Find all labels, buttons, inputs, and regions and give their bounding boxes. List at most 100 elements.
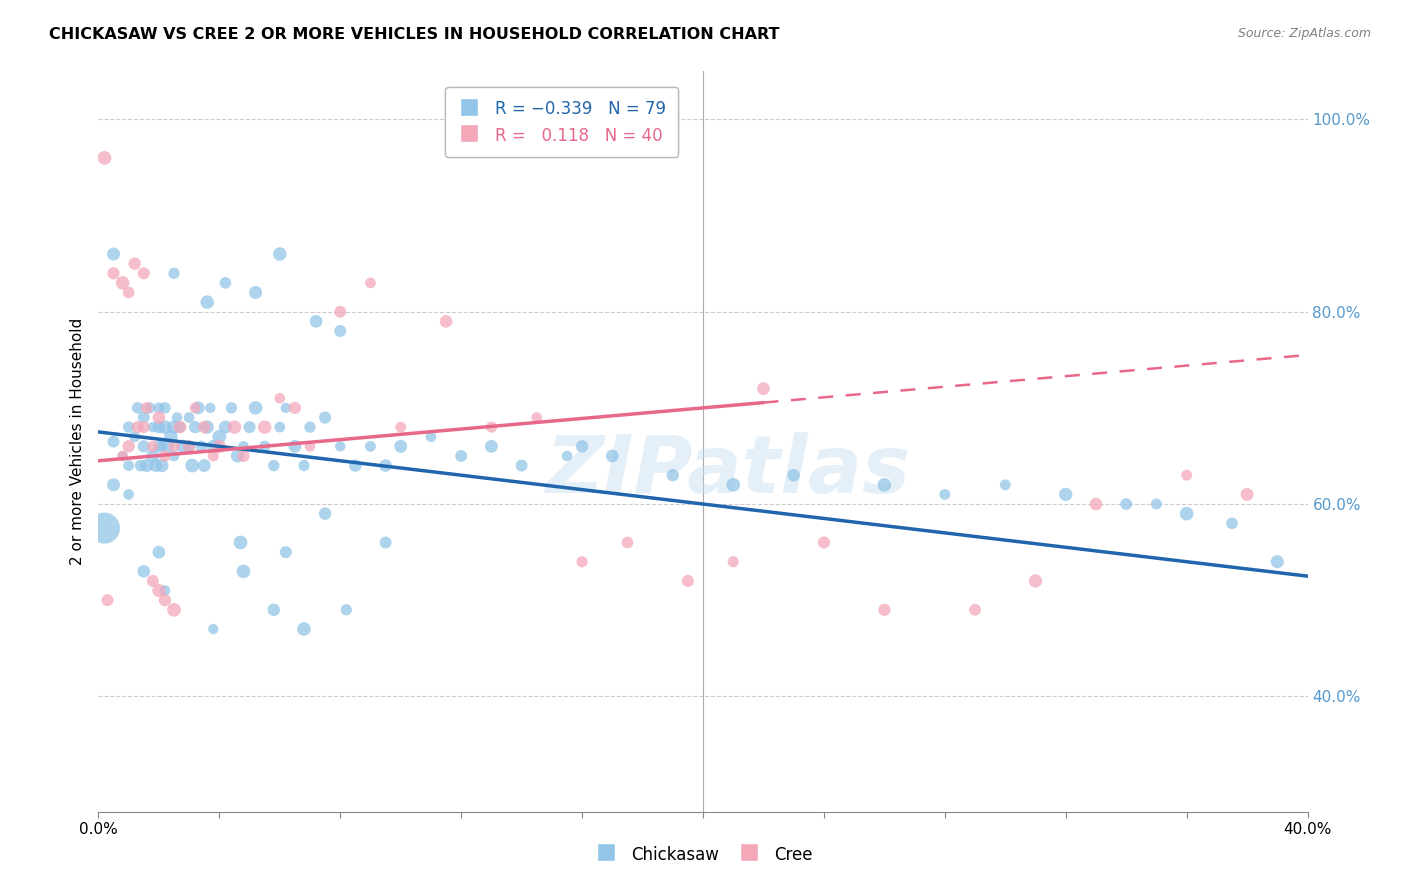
Point (111, 449, 134, 463)
Point (163, 439, 186, 453)
Point (481, 420, 503, 434)
Point (153, 583, 176, 598)
Point (208, 430, 231, 444)
Point (274, 401, 297, 415)
Point (245, 401, 267, 415)
Point (752, 382, 775, 396)
Point (150, 458, 173, 473)
Point (181, 458, 204, 473)
Point (329, 304, 352, 318)
Point (111, 449, 134, 463)
Point (239, 420, 262, 434)
Point (132, 439, 155, 453)
Point (873, 478, 896, 492)
Point (813, 535, 835, 549)
Point (602, 449, 624, 463)
Point (360, 276, 382, 290)
Point (1236, 487, 1258, 501)
Point (142, 420, 165, 434)
Point (245, 285, 267, 300)
Point (202, 622, 225, 636)
Point (965, 603, 987, 617)
Point (132, 410, 155, 425)
Point (163, 266, 186, 280)
Y-axis label: 2 or more Vehicles in Household: 2 or more Vehicles in Household (69, 318, 84, 566)
Point (148, 401, 170, 415)
Point (571, 439, 593, 453)
Point (139, 401, 162, 415)
Point (1024, 574, 1046, 588)
Point (118, 420, 141, 434)
Point (132, 266, 155, 280)
Point (481, 439, 503, 453)
Point (434, 314, 457, 328)
Point (226, 449, 249, 463)
Point (420, 430, 443, 444)
Point (314, 507, 336, 521)
Point (571, 555, 593, 569)
Point (153, 593, 176, 607)
Point (224, 420, 246, 434)
Point (193, 420, 215, 434)
Point (510, 458, 533, 473)
Point (374, 458, 396, 473)
Point (232, 565, 254, 579)
Point (148, 583, 170, 598)
Point (292, 458, 315, 473)
Point (229, 535, 252, 549)
Point (96, 593, 118, 607)
Point (142, 574, 165, 588)
Legend: R = −0.339   N = 79, R =   0.118   N = 40: R = −0.339 N = 79, R = 0.118 N = 40 (446, 87, 678, 157)
Point (124, 430, 146, 444)
Point (723, 555, 745, 569)
Point (129, 458, 152, 473)
Point (184, 401, 207, 415)
Point (160, 430, 183, 444)
Point (934, 487, 956, 501)
Point (208, 439, 231, 453)
Point (1267, 555, 1289, 569)
Point (148, 410, 170, 425)
Point (156, 439, 179, 453)
Point (202, 439, 225, 453)
Point (135, 458, 157, 473)
Point (305, 314, 328, 328)
Point (179, 439, 201, 453)
Point (269, 391, 291, 405)
Point (329, 324, 352, 338)
Text: CHICKASAW VS CREE 2 OR MORE VEHICLES IN HOUSEHOLD CORRELATION CHART: CHICKASAW VS CREE 2 OR MORE VEHICLES IN … (49, 27, 780, 42)
Point (127, 420, 149, 434)
Point (221, 401, 243, 415)
Point (335, 603, 357, 617)
Point (150, 439, 173, 453)
Point (299, 439, 322, 453)
Point (195, 420, 218, 434)
Point (103, 434, 125, 449)
Point (148, 420, 170, 434)
Point (389, 420, 412, 434)
Point (93, 521, 115, 535)
Point (1115, 497, 1137, 511)
Point (284, 439, 307, 453)
Point (232, 439, 254, 453)
Point (118, 458, 141, 473)
Point (145, 458, 167, 473)
Point (1175, 507, 1198, 521)
Point (184, 420, 207, 434)
Point (172, 439, 194, 453)
Point (253, 420, 276, 434)
Point (269, 420, 291, 434)
Point (179, 439, 201, 453)
Point (202, 449, 225, 463)
Point (103, 478, 125, 492)
Point (661, 468, 683, 483)
Point (153, 401, 176, 415)
Point (284, 401, 307, 415)
Point (111, 276, 134, 290)
Point (190, 439, 212, 453)
Point (124, 257, 146, 271)
Point (360, 439, 382, 453)
Point (169, 420, 191, 434)
Text: Source: ZipAtlas.com: Source: ZipAtlas.com (1237, 27, 1371, 40)
Point (253, 439, 276, 453)
